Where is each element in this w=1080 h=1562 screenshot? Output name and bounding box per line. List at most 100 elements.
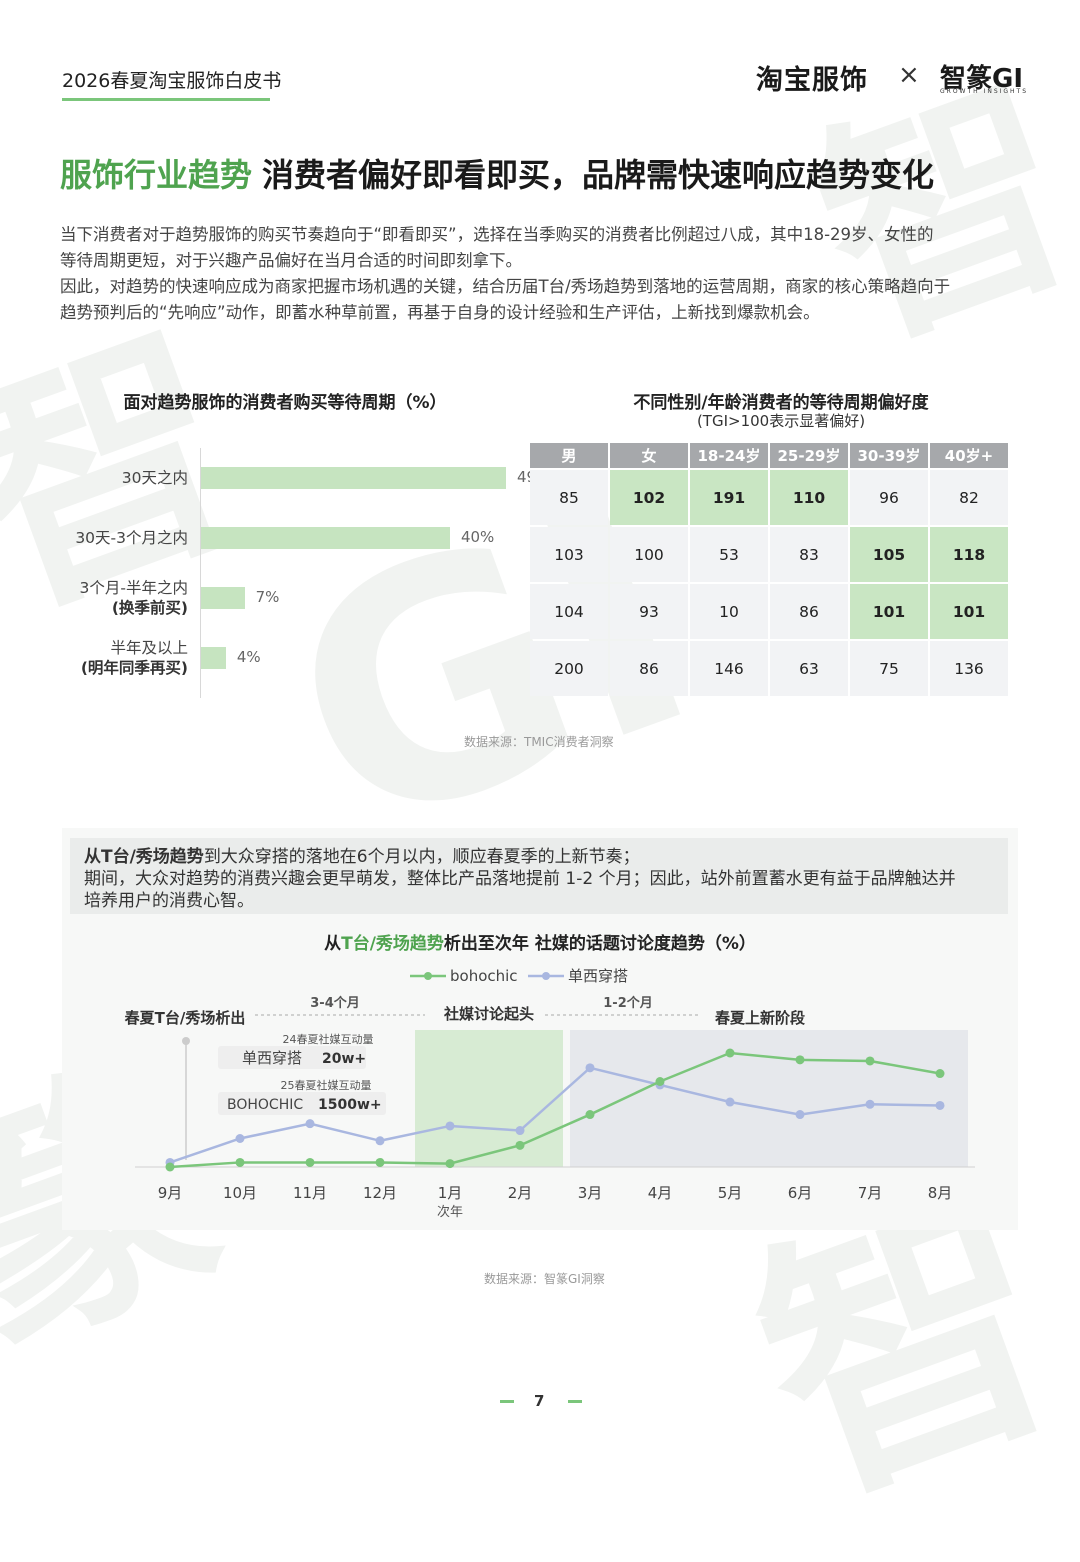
series-point (515, 1126, 525, 1136)
footer-dash (568, 1400, 582, 1403)
tgi-cell: 53 (690, 527, 768, 582)
brand-logo-taobao: 淘宝服饰 (756, 65, 868, 96)
title-underline (62, 98, 270, 101)
series-point (655, 1077, 665, 1086)
tgi-row: 85 102 191 110 96 82 (530, 470, 1008, 525)
annotation-value: 1500w+ (318, 1097, 382, 1113)
tgi-header-cell: 男 (530, 443, 608, 468)
intro-paragraph-1: 当下消费者对于趋势服饰的购买节奏趋向于“即看即买”，选择在当季购买的消费者比例超… (60, 222, 1026, 326)
wait-bar (201, 647, 226, 669)
annotation-value: 20w+ (322, 1051, 366, 1067)
annotation-title: 24春夏社媒互动量 (283, 1032, 374, 1046)
x-tick-label: 5月 (718, 1184, 743, 1202)
series-point (585, 1110, 595, 1120)
tgi-cell: 86 (770, 584, 848, 639)
callout-line: 培养用户的消费心智。 (84, 891, 254, 911)
intro-line: 等待周期更短，对于兴趣产品偏好在当月合适的时间即刻拿下。 (60, 251, 522, 270)
brand-logo-zhizhuan: 智篆GI (940, 64, 1024, 94)
wait-bar-label: 3个月-半年之内 (换季前买) (62, 578, 188, 618)
source-note: 数据来源：智篆GI洞察 (484, 1272, 605, 1286)
tgi-table-subtitle: (TGI>100表示显著偏好) (696, 412, 866, 430)
series-point (865, 1099, 875, 1109)
wait-chart-axis (200, 448, 201, 698)
wait-bar-label-text: 30天之内 (121, 469, 188, 487)
series-point (585, 1063, 595, 1073)
intro-line: 趋势预判后的“先响应”动作，即蓄水种草前置，再基于自身的设计经验和生产评估，上新… (60, 303, 820, 322)
tgi-header-cell: 25-29岁 (770, 443, 848, 468)
tgi-cell: 100 (610, 527, 688, 582)
annotation-pin-head (182, 1037, 190, 1045)
wait-bar-label: 30天之内 (62, 468, 188, 488)
trend-title-post: 析出至次年 社媒的话题讨论度趋势（%） (443, 934, 756, 954)
x-tick-label: 11月 (293, 1184, 327, 1202)
callout-rest: 到大众穿搭的落地在6个月以内，顺应春夏季的上新节奏； (203, 847, 640, 867)
tgi-cell: 136 (930, 641, 1008, 696)
section-heading: 服饰行业趋势 消费者偏好即看即买，品牌需快速响应趋势变化 (60, 150, 934, 196)
wait-chart: 30天之内49%30天-3个月之内40%3个月-半年之内(换季前买)7%半年及以… (62, 440, 550, 710)
tgi-row: 104 93 10 86 101 101 (530, 584, 1008, 639)
wait-bar-value: 7% (255, 588, 280, 606)
tgi-cell: 110 (770, 470, 848, 525)
annotation-box (218, 1092, 386, 1115)
legend-marker (424, 972, 432, 980)
gap-label: 1-2个月 (603, 995, 653, 1011)
x-tick-label: 6月 (788, 1184, 813, 1202)
x-tick-label: 9月 (158, 1184, 183, 1202)
footer-dash (500, 1400, 514, 1403)
wait-bar-sublabel: (明年同季再买) (80, 659, 188, 677)
wait-bar-label: 30天-3个月之内 (62, 528, 188, 548)
callout-bold: 从T台/秀场趋势 (84, 847, 204, 867)
tgi-cell: 102 (610, 470, 688, 525)
callout-box (70, 838, 1008, 914)
wait-bar (201, 587, 245, 609)
series-point (235, 1134, 245, 1143)
tgi-cell: 104 (530, 584, 608, 639)
tgi-cell: 93 (610, 584, 688, 639)
intro-line: 因此，对趋势的快速响应成为商家把握市场机遇的关键，结合历届T台/秀场趋势到落地的… (60, 277, 951, 296)
page-number: 7 (534, 1392, 545, 1410)
series-point (935, 1100, 945, 1110)
intro-line: 当下消费者对于趋势服饰的购买节奏趋向于“即看即买”，选择在当季购买的消费者比例超… (60, 225, 934, 244)
tgi-header-cell: 18-24岁 (690, 443, 768, 468)
doc-title: 2026春夏淘宝服饰白皮书 (62, 70, 282, 92)
series-point (795, 1055, 805, 1065)
x-tick-label: 8月 (928, 1184, 953, 1202)
brand-separator: × (898, 60, 920, 90)
legend-label: bohochic (450, 967, 518, 985)
tgi-cell: 86 (610, 641, 688, 696)
tgi-cell: 63 (770, 641, 848, 696)
heading-text: 消费者偏好即看即买，品牌需快速响应趋势变化 (262, 156, 935, 194)
tgi-row: 103 100 53 83 105 118 (530, 527, 1008, 582)
callout-line: 从T台/秀场趋势到大众穿搭的落地在6个月以内，顺应春夏季的上新节奏； (84, 846, 1004, 868)
heading-highlight: 服饰行业趋势 (60, 156, 253, 194)
wait-bar-label-text: 3个月-半年之内 (79, 579, 188, 597)
series-line (169, 1066, 941, 1164)
series-point (305, 1157, 315, 1167)
phase-label: 春夏T台/秀场析出 (125, 1009, 246, 1027)
tgi-cell: 96 (850, 470, 928, 525)
x-tick-label: 7月 (858, 1184, 883, 1202)
tgi-cell: 103 (530, 527, 608, 582)
series-point (375, 1157, 385, 1167)
x-tick-label: 1月 (438, 1184, 463, 1202)
tgi-cell: 75 (850, 641, 928, 696)
annotation-box (218, 1046, 366, 1069)
series-point (795, 1110, 805, 1120)
x-tick-label: 4月 (648, 1184, 673, 1202)
x-tick-label: 10月 (223, 1184, 257, 1202)
tgi-table: 男女 18-24岁 25-29岁 30-39岁 40岁+ 85 102 191 110 96 82… (528, 441, 1010, 698)
series-point (445, 1121, 455, 1131)
annotation-name: 单西穿搭 (242, 1049, 302, 1067)
x-tick-sublabel: 次年 (437, 1204, 463, 1220)
trend-title-highlight: T台/秀场趋势 (341, 934, 444, 954)
callout-text: 从T台/秀场趋势到大众穿搭的落地在6个月以内，顺应春夏季的上新节奏； 期间，大众… (84, 846, 1004, 912)
tgi-header-cell: 40岁+ (930, 443, 1008, 468)
wait-bar-value: 40% (460, 528, 495, 546)
source-note: 数据来源：TMIC消费者洞察 (464, 735, 614, 749)
x-tick-label: 2月 (508, 1184, 533, 1202)
tgi-cell: 146 (690, 641, 768, 696)
wait-bar-label-text: 半年及以上 (110, 639, 188, 657)
tgi-header-cell: 女 (610, 443, 688, 468)
tgi-cell: 85 (530, 470, 608, 525)
